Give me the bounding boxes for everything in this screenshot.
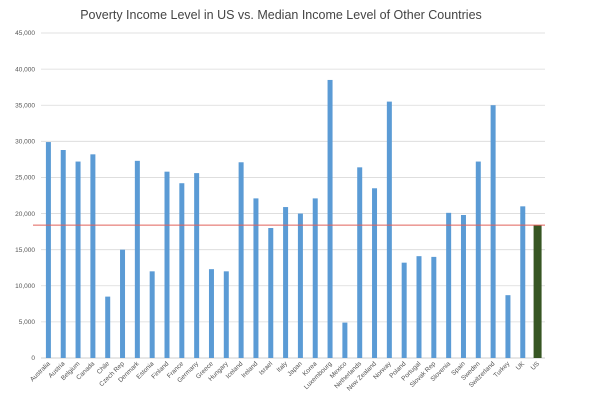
bars [45,79,542,358]
y-tick-label: 25,000 [15,175,35,182]
bar-hungary [223,271,229,358]
x-category-label: Turkey [493,360,512,379]
y-tick-label: 15,000 [15,247,35,254]
bar-portugal [416,256,422,358]
bar-poland [401,262,407,358]
y-tick-label: 45,000 [15,30,35,37]
bar-luxembourg [327,79,333,358]
y-tick-label: 5,000 [19,319,36,326]
bar-ireland [253,198,259,358]
y-tick-label: 0 [31,355,35,362]
bar-greece [208,269,214,358]
bar-belgium [75,161,81,358]
bar-new-zealand [372,188,378,358]
bar-slovak-rep [431,256,437,358]
bar-canada [90,154,96,358]
bar-us [533,225,542,358]
bar-spain [460,215,466,358]
x-category-label: US [530,360,542,372]
bar-japan [297,213,303,358]
gridlines [41,32,545,359]
y-tick-label: 40,000 [15,66,35,73]
x-category-label: Israel [258,360,275,377]
bar-sweden [475,161,481,358]
y-tick-label: 10,000 [15,283,35,290]
y-tick-label: 30,000 [15,139,35,146]
bar-norway [386,101,392,358]
bar-mexico [342,322,348,358]
bar-korea [312,198,318,358]
bar-finland [164,171,170,358]
bar-slovenia [446,212,452,358]
bar-turkey [505,295,511,358]
x-category-label: Australia [29,360,52,383]
bar-denmark [134,160,140,358]
bar-iceland [238,162,244,358]
bar-chile [105,296,111,358]
bar-netherlands [357,167,363,358]
bar-italy [283,207,289,358]
bar-germany [194,173,200,358]
x-category-label: Japan [286,360,304,378]
x-category-label: Ireland [240,360,259,379]
chart-title: Poverty Income Level in US vs. Median In… [80,8,482,22]
bar-czech-rep [120,249,126,358]
bar-switzerland [490,105,496,358]
bar-austria [60,150,66,358]
bar-france [179,183,185,358]
y-axis-tick-labels: 0 5,000 10,000 15,000 20,000 25,000 30,000 35,0… [15,30,35,362]
x-category-label: UK [515,360,527,372]
bar-israel [268,228,274,358]
y-tick-label: 35,000 [15,102,35,109]
y-tick-label: 20,000 [15,211,35,218]
bar-australia [45,142,51,358]
bar-uk [520,206,526,358]
bar-estonia [149,271,155,358]
